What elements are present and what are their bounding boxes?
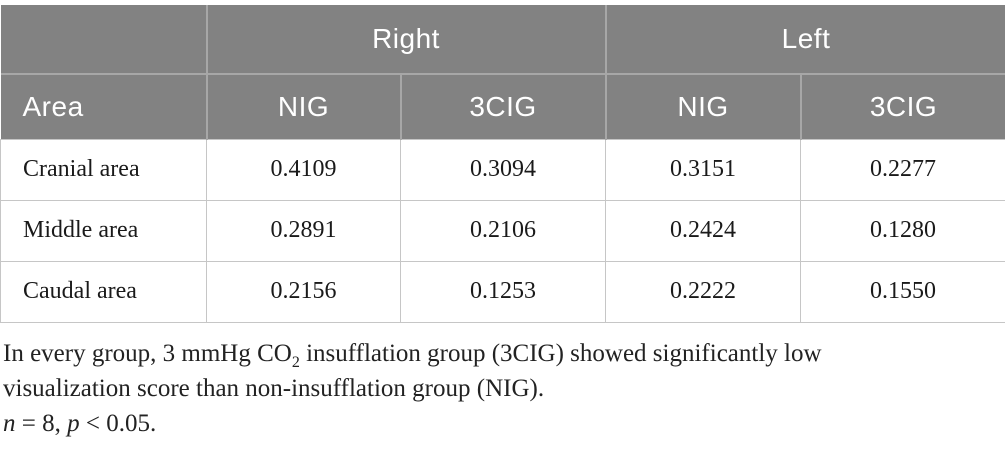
column-group-right: Right xyxy=(206,5,607,75)
row-label-middle: Middle area xyxy=(0,199,207,262)
visualization-score-table: Right Left Area NIG 3CIG NIG 3CIG Crania… xyxy=(0,5,1005,323)
row-label-cranial: Cranial area xyxy=(0,138,207,201)
footnote-text: < 0.05. xyxy=(79,409,157,437)
stat-p-symbol: p xyxy=(67,409,80,437)
table-cell: 0.2106 xyxy=(400,199,606,262)
table-body: Cranial area 0.4109 0.3094 0.3151 0.2277… xyxy=(0,138,1005,323)
footnote-line-1: In every group, 3 mmHg CO2 insufflation … xyxy=(3,336,1005,371)
table-cell: 0.1280 xyxy=(799,199,1005,262)
column-header-left-3cig: 3CIG xyxy=(800,74,1005,139)
footnote-line-2: visualization score than non-insufflatio… xyxy=(3,374,545,402)
column-header-right-3cig: 3CIG xyxy=(400,74,607,139)
table-cell: 0.2891 xyxy=(206,199,401,262)
table-cell: 0.2424 xyxy=(605,199,801,262)
table-cell: 0.2277 xyxy=(799,138,1005,201)
column-header-left-nig: NIG xyxy=(605,74,802,139)
table-cell: 0.3151 xyxy=(605,138,801,201)
table-cell: 0.1253 xyxy=(400,260,606,323)
table-row: Middle area 0.2891 0.2106 0.2424 0.1280 xyxy=(0,199,1005,262)
footnote-text: = 8, xyxy=(15,409,68,437)
column-header-area: Area xyxy=(0,74,208,139)
table-row: Caudal area 0.2156 0.1253 0.2222 0.1550 xyxy=(0,260,1005,323)
table-row: Cranial area 0.4109 0.3094 0.3151 0.2277 xyxy=(0,138,1005,201)
stat-n-symbol: n xyxy=(3,409,16,437)
row-label-caudal: Caudal area xyxy=(0,260,207,323)
table-cell: 0.1550 xyxy=(799,260,1005,323)
table-footnote: In every group, 3 mmHg CO2 insufflation … xyxy=(3,336,1005,441)
column-header-right-nig: NIG xyxy=(206,74,402,139)
table-cell: 0.4109 xyxy=(206,138,401,201)
table-cell: 0.2222 xyxy=(605,260,801,323)
table-header: Right Left Area NIG 3CIG NIG 3CIG xyxy=(0,5,1005,139)
header-row-sides: Right Left xyxy=(0,5,1005,75)
header-corner-cell xyxy=(0,5,208,75)
co2-subscript: 2 xyxy=(291,353,300,371)
table-cell: 0.2156 xyxy=(206,260,401,323)
table-cell: 0.3094 xyxy=(400,138,606,201)
column-group-left: Left xyxy=(605,5,1005,75)
footnote-line-3: n = 8, p < 0.05. xyxy=(3,406,1005,441)
footnote-text: insufflation group (3CIG) showed signifi… xyxy=(299,339,822,367)
footnote-text: In every group, 3 mmHg CO xyxy=(3,339,292,367)
header-row-groups: Area NIG 3CIG NIG 3CIG xyxy=(0,74,1005,139)
